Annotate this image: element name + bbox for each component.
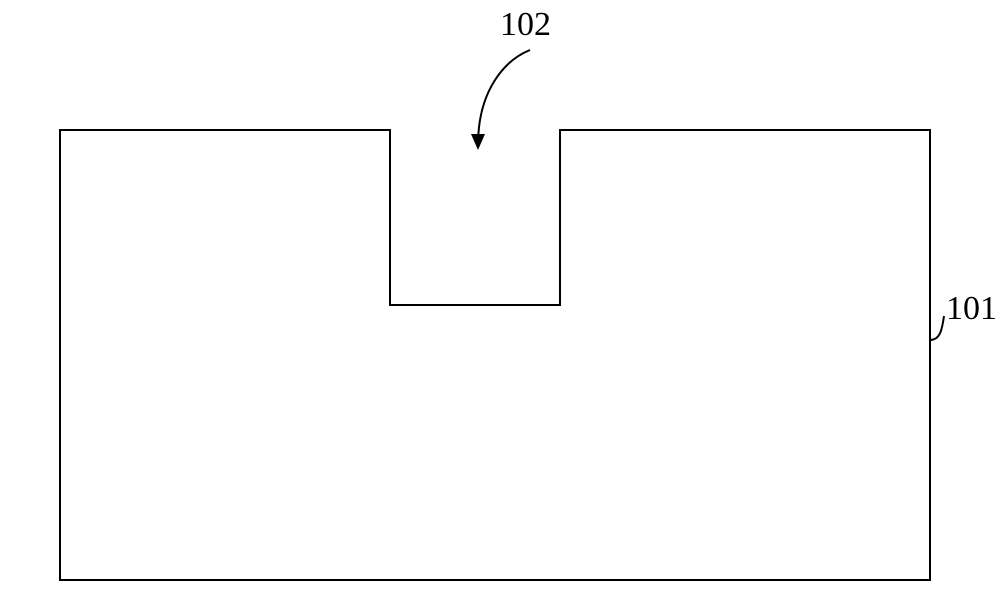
label-101: 101 (946, 290, 997, 328)
diagram-canvas: 102 101 (0, 0, 1000, 598)
diagram-svg (0, 0, 1000, 598)
leader-curve-101 (930, 316, 944, 340)
label-102: 102 (500, 6, 551, 44)
substrate-outline (60, 130, 930, 580)
arrowhead-102 (471, 134, 485, 150)
leader-arrow-102 (478, 50, 530, 145)
